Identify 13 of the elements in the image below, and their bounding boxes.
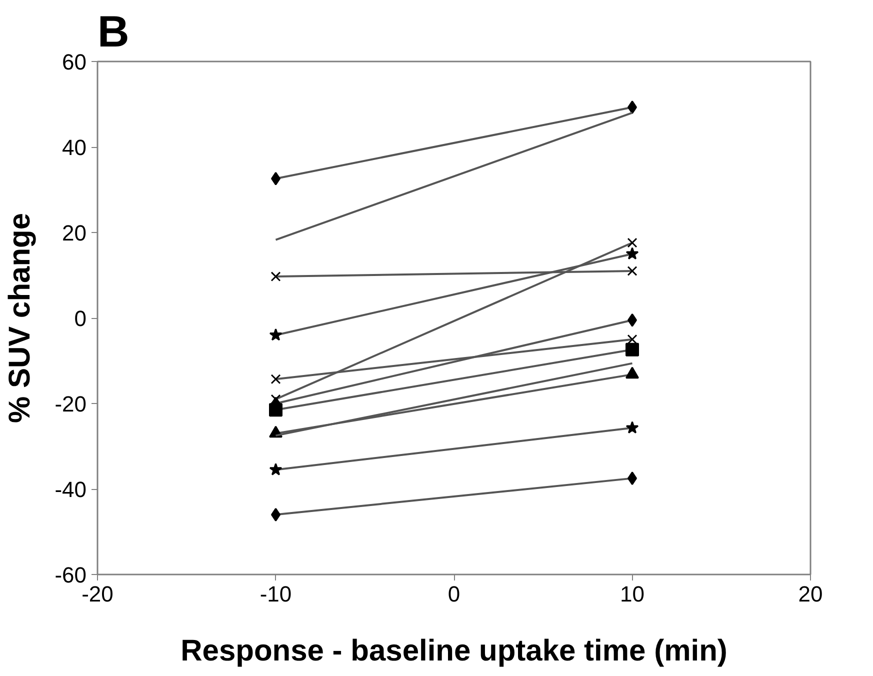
x-axis-title: Response - baseline uptake time (min): [180, 634, 728, 668]
x-tick-label: 0: [448, 582, 460, 606]
y-tick-label: 20: [62, 220, 87, 246]
y-tick-label: -20: [54, 392, 86, 416]
y-tick-label: 40: [62, 135, 87, 160]
chart-title: B: [98, 8, 130, 56]
y-tick-label: -40: [54, 477, 86, 502]
y-tick-label: 60: [62, 50, 87, 74]
x-tick-label: 10: [620, 582, 644, 606]
y-tick-label: 0: [74, 306, 87, 331]
x-tick-label: 20: [798, 582, 823, 606]
y-axis-title: % SUV change: [4, 212, 37, 424]
x-tick-label: -10: [260, 582, 292, 606]
